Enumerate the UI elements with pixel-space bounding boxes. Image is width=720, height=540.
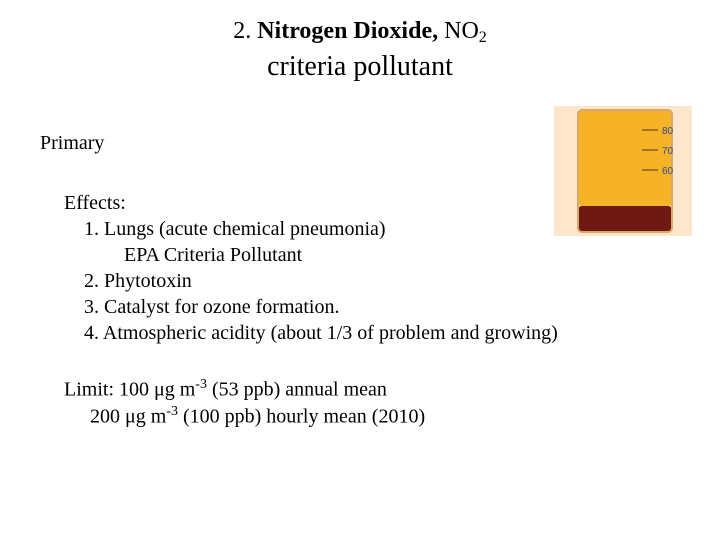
effects-heading: Effects:	[64, 190, 558, 216]
limit-line-2-post: (100 ppb) hourly mean (2010)	[178, 405, 425, 427]
beaker-image: 80 70 60	[554, 106, 692, 236]
title-formula-base: NO	[444, 18, 479, 44]
limit-line-1: Limit: 100 μg m-3 (53 ppb) annual mean	[64, 376, 425, 403]
effects-item-3: 3. Catalyst for ozone formation.	[64, 294, 558, 320]
beaker-grad-80: 80	[662, 126, 674, 137]
title-line-1: 2. Nitrogen Dioxide, NO2	[0, 18, 720, 47]
title-subtitle: criteria pollutant	[0, 51, 720, 83]
beaker-grad-70: 70	[662, 146, 674, 157]
slide: 2. Nitrogen Dioxide, NO2 criteria pollut…	[0, 0, 720, 540]
beaker-lower-liquid	[578, 206, 672, 232]
limit-line-2-sup: -3	[166, 404, 178, 419]
limit-line-2: 200 μg m-3 (100 ppb) hourly mean (2010)	[64, 403, 425, 430]
title-chemical: Nitrogen Dioxide,	[257, 18, 444, 44]
limit-line-1-pre: Limit: 100 μg m	[64, 379, 195, 401]
effects-item-2: 2. Phytotoxin	[64, 268, 558, 294]
effects-block: Effects: 1. Lungs (acute chemical pneumo…	[64, 190, 558, 346]
beaker-upper-liquid	[578, 110, 672, 206]
beaker-grad-60: 60	[662, 166, 674, 177]
effects-item-1-sub: EPA Criteria Pollutant	[64, 242, 558, 268]
title-prefix: 2.	[233, 18, 257, 44]
limit-line-1-sup: -3	[195, 377, 207, 392]
effects-item-1: 1. Lungs (acute chemical pneumonia)	[64, 216, 558, 242]
title-block: 2. Nitrogen Dioxide, NO2 criteria pollut…	[0, 0, 720, 83]
limit-line-1-post: (53 ppb) annual mean	[207, 379, 387, 401]
limit-block: Limit: 100 μg m-3 (53 ppb) annual mean 2…	[64, 376, 425, 429]
primary-label: Primary	[40, 132, 104, 155]
effects-item-4: 4. Atmospheric acidity (about 1/3 of pro…	[64, 320, 558, 346]
limit-line-2-pre: 200 μg m	[90, 405, 166, 427]
title-formula-sub: 2	[479, 29, 487, 46]
